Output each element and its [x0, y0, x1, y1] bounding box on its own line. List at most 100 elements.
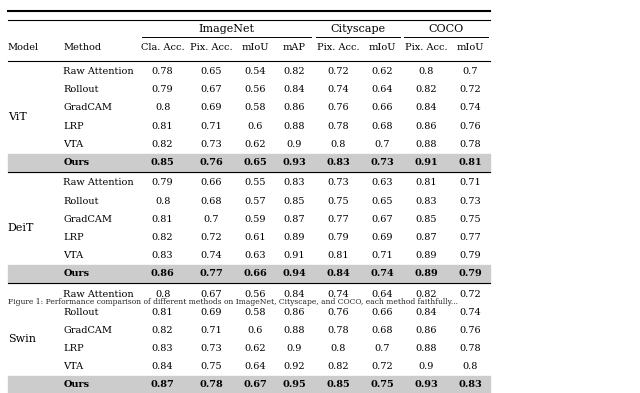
Text: 0.8: 0.8	[331, 140, 346, 149]
Text: 0.9: 0.9	[287, 344, 302, 353]
Text: 0.82: 0.82	[415, 290, 437, 299]
Text: 0.95: 0.95	[283, 380, 307, 389]
Text: 0.81: 0.81	[152, 215, 173, 224]
Text: 0.77: 0.77	[199, 269, 223, 278]
Text: 0.72: 0.72	[200, 233, 222, 242]
Text: 0.66: 0.66	[200, 178, 222, 187]
Text: 0.69: 0.69	[200, 103, 222, 112]
Text: 0.83: 0.83	[284, 178, 305, 187]
Text: 0.8: 0.8	[155, 103, 170, 112]
Text: 0.74: 0.74	[460, 103, 481, 112]
Text: 0.62: 0.62	[244, 344, 266, 353]
Text: 0.82: 0.82	[328, 362, 349, 371]
Text: Raw Attention: Raw Attention	[63, 67, 134, 76]
Text: 0.61: 0.61	[244, 233, 266, 242]
Text: 0.75: 0.75	[328, 196, 349, 206]
Text: 0.86: 0.86	[415, 121, 437, 130]
Text: 0.6: 0.6	[247, 326, 262, 335]
Text: mIoU: mIoU	[241, 43, 269, 52]
Text: 0.83: 0.83	[152, 251, 173, 260]
Text: 0.74: 0.74	[328, 85, 349, 94]
Text: 0.7: 0.7	[204, 215, 219, 224]
Text: 0.65: 0.65	[200, 67, 222, 76]
Text: Pix. Acc.: Pix. Acc.	[317, 43, 360, 52]
Text: ImageNet: ImageNet	[198, 24, 254, 33]
Text: 0.74: 0.74	[328, 290, 349, 299]
Text: 0.79: 0.79	[328, 233, 349, 242]
Bar	[8, 265, 490, 283]
Text: 0.84: 0.84	[284, 290, 305, 299]
Text: 0.79: 0.79	[460, 251, 481, 260]
Text: 0.69: 0.69	[372, 233, 393, 242]
Text: Raw Attention: Raw Attention	[63, 178, 134, 187]
Text: 0.85: 0.85	[415, 215, 437, 224]
Text: 0.68: 0.68	[200, 196, 222, 206]
Text: GradCAM: GradCAM	[63, 326, 112, 335]
Text: 0.73: 0.73	[371, 158, 394, 167]
Text: 0.65: 0.65	[243, 158, 267, 167]
Text: 0.83: 0.83	[415, 196, 437, 206]
Text: 0.64: 0.64	[372, 290, 393, 299]
Text: VTA: VTA	[63, 362, 83, 371]
Text: 0.79: 0.79	[152, 85, 173, 94]
Text: 0.56: 0.56	[244, 85, 266, 94]
Text: 0.57: 0.57	[244, 196, 266, 206]
Text: 0.71: 0.71	[460, 178, 481, 187]
Text: 0.72: 0.72	[460, 85, 481, 94]
Text: 0.84: 0.84	[284, 85, 305, 94]
Text: 0.75: 0.75	[460, 215, 481, 224]
Text: 0.82: 0.82	[152, 140, 173, 149]
Text: 0.83: 0.83	[152, 344, 173, 353]
Text: 0.87: 0.87	[151, 380, 175, 389]
Text: 0.6: 0.6	[247, 121, 262, 130]
Text: 0.72: 0.72	[328, 67, 349, 76]
Text: GradCAM: GradCAM	[63, 103, 112, 112]
Text: 0.88: 0.88	[284, 326, 305, 335]
Text: 0.66: 0.66	[372, 103, 393, 112]
Text: 0.84: 0.84	[415, 308, 437, 317]
Text: 0.66: 0.66	[372, 308, 393, 317]
Text: 0.88: 0.88	[284, 121, 305, 130]
Text: 0.77: 0.77	[328, 215, 349, 224]
Text: 0.88: 0.88	[415, 344, 437, 353]
Text: 0.7: 0.7	[463, 67, 478, 76]
Text: 0.71: 0.71	[372, 251, 394, 260]
Text: 0.76: 0.76	[460, 326, 481, 335]
Text: 0.81: 0.81	[459, 158, 482, 167]
Bar	[8, 154, 490, 172]
Text: 0.78: 0.78	[199, 380, 223, 389]
Text: 0.81: 0.81	[152, 308, 173, 317]
Text: 0.71: 0.71	[200, 326, 222, 335]
Text: Rollout: Rollout	[63, 85, 99, 94]
Text: Rollout: Rollout	[63, 196, 99, 206]
Text: 0.7: 0.7	[374, 344, 390, 353]
Text: GradCAM: GradCAM	[63, 215, 112, 224]
Text: 0.91: 0.91	[415, 158, 438, 167]
Text: 0.72: 0.72	[460, 290, 481, 299]
Text: Pix. Acc.: Pix. Acc.	[189, 43, 232, 52]
Text: 0.65: 0.65	[372, 196, 393, 206]
Text: 0.58: 0.58	[244, 103, 266, 112]
Text: LRP: LRP	[63, 233, 84, 242]
Text: 0.68: 0.68	[372, 121, 393, 130]
Text: 0.81: 0.81	[152, 121, 173, 130]
Text: 0.76: 0.76	[328, 103, 349, 112]
Text: Ours: Ours	[63, 158, 90, 167]
Text: 0.86: 0.86	[284, 103, 305, 112]
Text: VTA: VTA	[63, 140, 83, 149]
Text: mIoU: mIoU	[369, 43, 396, 52]
Text: Pix. Acc.: Pix. Acc.	[405, 43, 448, 52]
Text: 0.75: 0.75	[371, 380, 394, 389]
Text: 0.78: 0.78	[152, 67, 173, 76]
Text: 0.75: 0.75	[200, 362, 222, 371]
Text: Cla. Acc.: Cla. Acc.	[141, 43, 184, 52]
Text: 0.89: 0.89	[284, 233, 305, 242]
Text: 0.73: 0.73	[200, 344, 222, 353]
Text: 0.67: 0.67	[200, 290, 222, 299]
Text: 0.85: 0.85	[151, 158, 175, 167]
Text: 0.83: 0.83	[326, 158, 350, 167]
Text: 0.94: 0.94	[283, 269, 307, 278]
Text: 0.93: 0.93	[415, 380, 438, 389]
Text: 0.71: 0.71	[200, 121, 222, 130]
Text: 0.74: 0.74	[371, 269, 394, 278]
